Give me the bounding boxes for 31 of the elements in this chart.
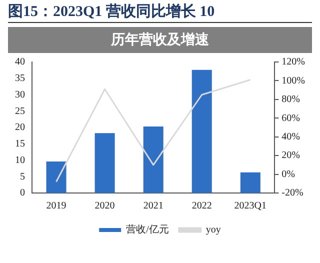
y2-tick-label: 80% (282, 94, 300, 106)
chart-title: 图15：2023Q1 营收同比增长 10 (8, 2, 312, 23)
x-tick-label: 2022 (192, 200, 212, 212)
x-tick-label: 2019 (46, 200, 66, 212)
y2-tick-label: 60% (282, 112, 300, 124)
bar (240, 172, 260, 193)
bar (192, 70, 212, 193)
y-tick-label: 35 (15, 73, 25, 84)
bar (94, 133, 115, 193)
legend-label: 营收/亿元 (126, 224, 169, 236)
y-tick-label: 20 (15, 122, 25, 134)
legend-label: yoy (206, 224, 221, 236)
y2-tick-label: -20% (282, 188, 304, 199)
y2-tick-label: 0% (282, 168, 296, 180)
y-tick-label: 10 (15, 154, 25, 166)
x-tick-label: 2021 (143, 200, 164, 212)
chart-subtitle: 历年营收及增速 (8, 27, 312, 53)
x-tick-label: 2023Q1 (234, 200, 267, 212)
y2-tick-label: 40% (282, 131, 300, 142)
x-tick-label: 2020 (94, 200, 115, 212)
y-tick-label: 25 (15, 106, 25, 117)
y2-tick-label: 100% (282, 75, 306, 86)
y-tick-label: 40 (15, 56, 25, 68)
y-tick-label: 0 (20, 188, 25, 199)
y2-tick-label: 120% (282, 56, 306, 68)
y2-tick-label: 20% (282, 150, 300, 162)
bar (143, 126, 164, 193)
y-tick-label: 30 (15, 89, 25, 100)
y-tick-label: 5 (20, 171, 25, 182)
bar (46, 162, 66, 193)
y-tick-label: 15 (15, 138, 25, 150)
